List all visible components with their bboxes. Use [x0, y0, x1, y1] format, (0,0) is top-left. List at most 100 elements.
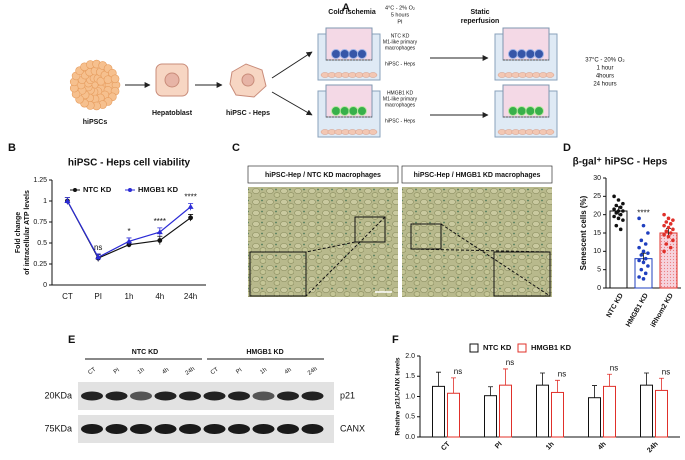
hep: [368, 129, 378, 135]
label: hiPSC - Heps: [385, 118, 416, 124]
band: [105, 391, 128, 401]
marker: [95, 254, 102, 260]
error-bar: [592, 385, 597, 398]
lane-label: PI: [235, 367, 243, 375]
band: [301, 424, 324, 434]
data-point: [643, 256, 648, 261]
data-point: [618, 212, 623, 217]
data-point: [637, 245, 641, 250]
data-point: [664, 220, 669, 224]
band: [252, 424, 275, 434]
marker: [188, 215, 194, 221]
data-point: [612, 207, 616, 211]
lane-label: CT: [210, 367, 220, 377]
lane-label: 4h: [161, 367, 170, 376]
y-tick-label: 1: [43, 198, 47, 205]
data-point: [671, 238, 675, 243]
legend-marker: [128, 188, 132, 192]
bar: [588, 397, 601, 438]
zoom-line: [440, 223, 551, 297]
caption-box: [247, 165, 399, 184]
error-bar: [659, 377, 664, 391]
macrophage: [348, 49, 359, 59]
macrophage: [508, 49, 518, 59]
y-tick-label: 5: [597, 267, 601, 274]
cell: [110, 74, 120, 84]
y-tick-label: 0.5: [405, 414, 415, 421]
legend-label: NTC KD: [83, 185, 112, 194]
bar: [609, 210, 628, 289]
error-bar: [607, 373, 612, 387]
stem-cell-colony: [69, 59, 121, 111]
marker: [64, 198, 71, 203]
hep: [368, 72, 378, 78]
label: hiPSCs: [83, 119, 108, 126]
band: [252, 391, 275, 401]
bar: [640, 384, 653, 438]
y-tick-label: 0.0: [405, 434, 415, 441]
y-tick-label: 1.25: [33, 177, 47, 184]
inset: [249, 251, 307, 297]
bar: [499, 384, 512, 438]
macrophage: [348, 106, 359, 116]
x-tick-label: iRhom2 KD: [650, 292, 675, 328]
significance: ns: [454, 367, 462, 376]
label: 5 hours: [391, 12, 410, 18]
error-bar: [540, 372, 545, 386]
data-point: [664, 229, 669, 233]
data-point: [641, 277, 646, 281]
macrophage: [534, 49, 544, 59]
transwell: [494, 27, 558, 81]
bar: [447, 392, 460, 438]
data-point: [662, 212, 666, 217]
label: hiPSC - Heps: [385, 61, 416, 67]
data-point: [666, 225, 671, 230]
data-point: [662, 223, 666, 228]
significance: ns: [610, 363, 618, 372]
macrophage: [331, 49, 341, 59]
macrophage: [516, 49, 527, 59]
y-tick-label: 25: [593, 193, 601, 200]
zoom-line: [305, 216, 386, 297]
band: [228, 424, 250, 434]
zoom-box: [354, 216, 386, 243]
x-tick-label: 1h: [545, 441, 556, 452]
transwell: [494, 84, 558, 138]
macrophage: [339, 49, 350, 59]
x-tick-label: PI: [94, 292, 102, 301]
inset: [493, 251, 551, 297]
band: [130, 424, 152, 434]
data-point: [621, 201, 625, 206]
label: Hepatoblast: [152, 110, 193, 117]
lane-label: CT: [87, 367, 97, 377]
data-point: [668, 245, 673, 250]
significance: ****: [637, 208, 649, 217]
data-point: [671, 227, 675, 232]
data-point: [637, 258, 641, 263]
band: [228, 391, 250, 401]
data-point: [637, 216, 641, 221]
macrophage: [357, 49, 367, 59]
bar: [551, 391, 564, 438]
lane-label: 1h: [137, 367, 146, 376]
band: [81, 391, 103, 401]
arrow: [271, 51, 313, 79]
y-axis-label: Relative p21/CANX levels: [395, 357, 402, 435]
band: [301, 391, 324, 401]
data-point: [618, 227, 623, 232]
bar-texture: [660, 233, 677, 288]
hep: [545, 72, 555, 78]
zoom-line: [305, 241, 356, 253]
legend-marker: [73, 188, 77, 192]
label: Cold ischemia: [328, 9, 376, 16]
legend-label: NTC KD: [483, 343, 512, 352]
marker: [157, 238, 163, 243]
bar: [655, 389, 668, 438]
label: 37°C - 20% O₂: [585, 58, 625, 64]
marker: [126, 238, 132, 244]
data-point: [637, 275, 641, 279]
band: [154, 391, 177, 401]
legend-swatch: [469, 343, 479, 353]
chart-title: β-gal⁺ hiPSC - Heps: [573, 157, 668, 168]
